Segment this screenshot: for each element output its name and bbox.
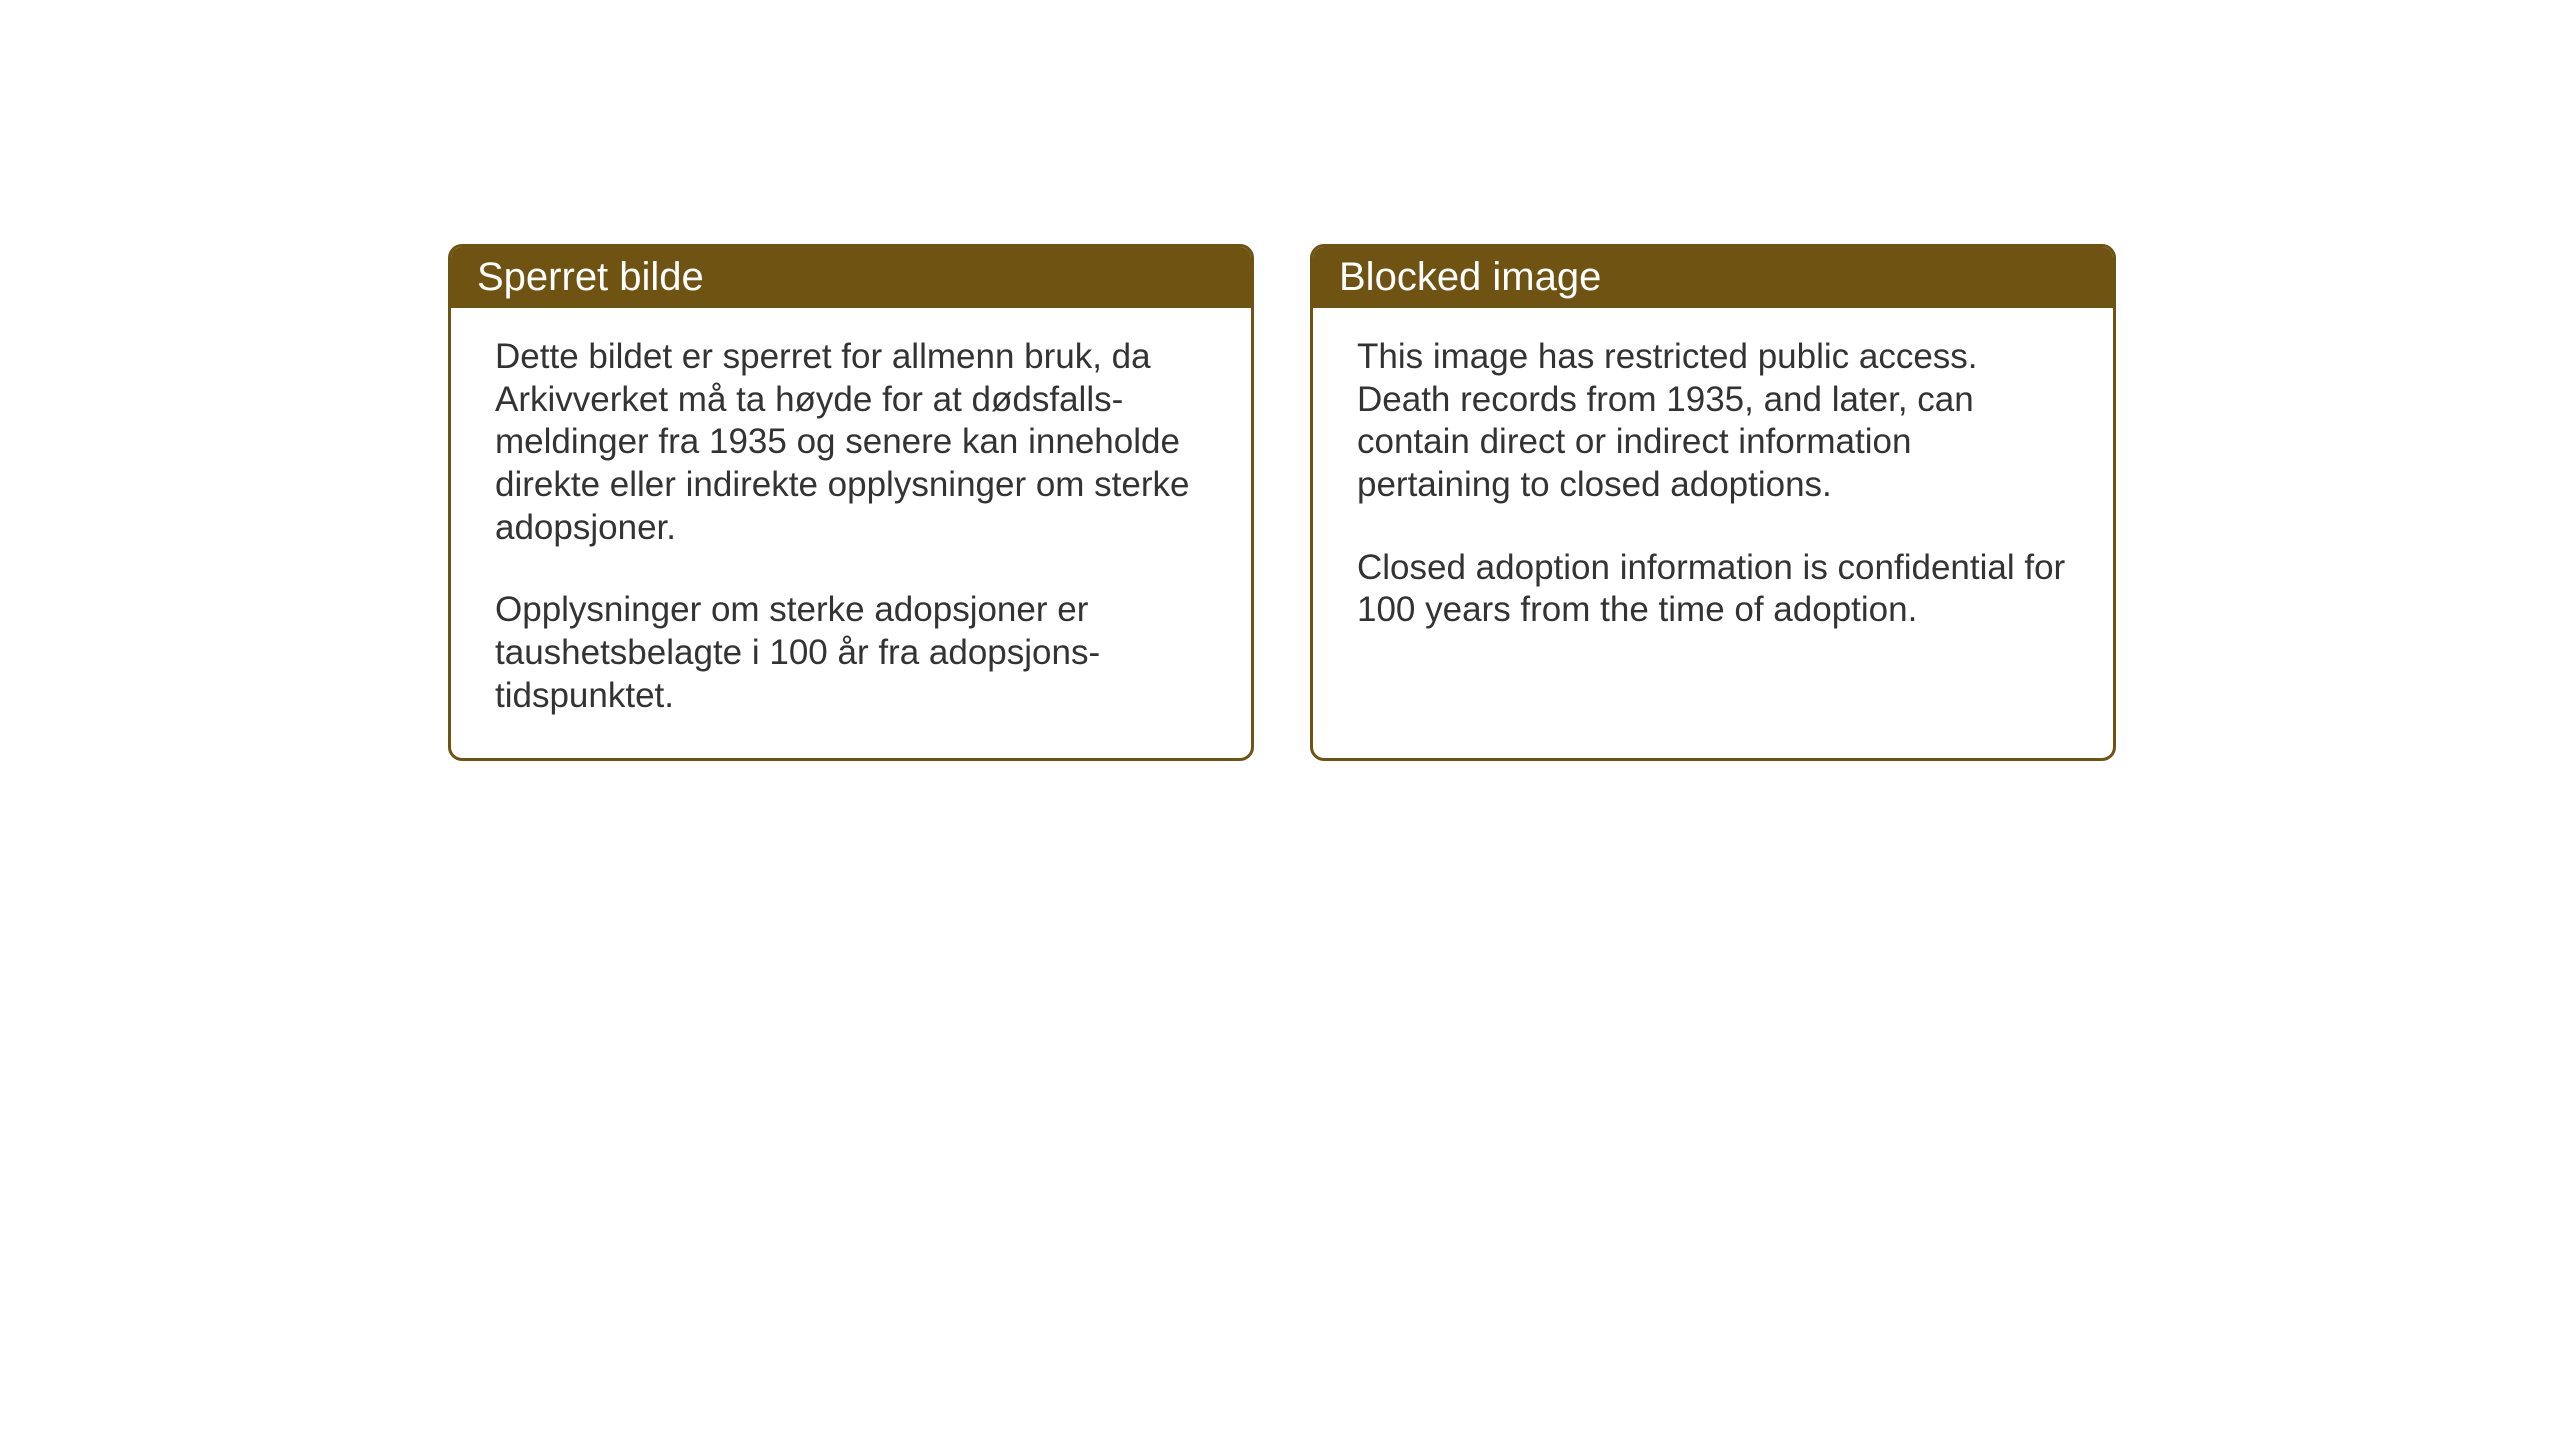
norwegian-message-box: Sperret bilde Dette bildet er sperret fo…	[448, 244, 1254, 761]
message-container: Sperret bilde Dette bildet er sperret fo…	[0, 0, 2560, 761]
english-paragraph-2: Closed adoption information is confident…	[1357, 547, 2069, 632]
english-message-box: Blocked image This image has restricted …	[1310, 244, 2116, 761]
english-header: Blocked image	[1313, 247, 2113, 308]
norwegian-title: Sperret bilde	[477, 255, 704, 299]
norwegian-paragraph-1: Dette bildet er sperret for allmenn bruk…	[495, 336, 1207, 549]
english-body: This image has restricted public access.…	[1313, 308, 2113, 744]
english-paragraph-1: This image has restricted public access.…	[1357, 336, 2069, 507]
norwegian-paragraph-2: Opplysninger om sterke adopsjoner er tau…	[495, 589, 1207, 717]
norwegian-header: Sperret bilde	[451, 247, 1251, 308]
norwegian-body: Dette bildet er sperret for allmenn bruk…	[451, 308, 1251, 758]
english-title: Blocked image	[1339, 255, 1601, 299]
